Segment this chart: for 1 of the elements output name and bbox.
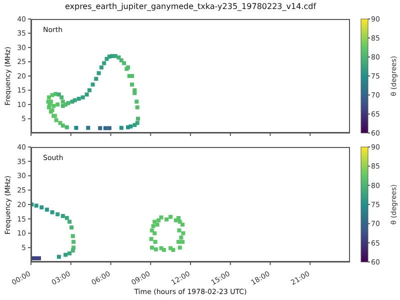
chart-title: expres_earth_jupiter_ganymede_txka-y235_19780223_v14.cdf — [64, 2, 318, 11]
